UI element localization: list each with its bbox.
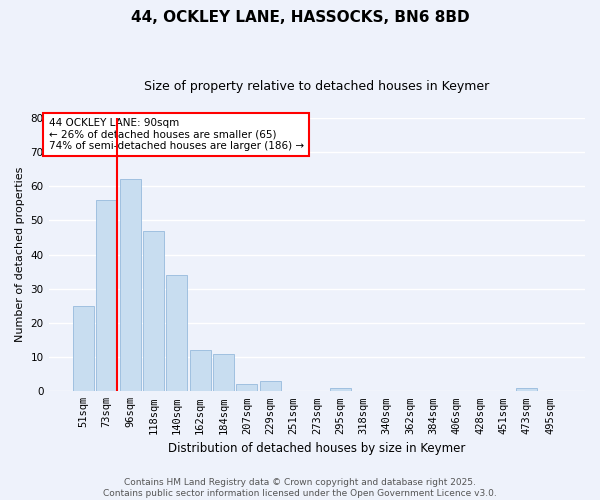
- Bar: [119, 180, 140, 392]
- Bar: [190, 350, 211, 392]
- X-axis label: Distribution of detached houses by size in Keymer: Distribution of detached houses by size …: [168, 442, 466, 455]
- Bar: [329, 388, 350, 392]
- Bar: [73, 306, 94, 392]
- Bar: [143, 230, 164, 392]
- Bar: [96, 200, 117, 392]
- Bar: [213, 354, 234, 392]
- Text: 44 OCKLEY LANE: 90sqm
← 26% of detached houses are smaller (65)
74% of semi-deta: 44 OCKLEY LANE: 90sqm ← 26% of detached …: [49, 118, 304, 151]
- Y-axis label: Number of detached properties: Number of detached properties: [15, 167, 25, 342]
- Bar: [236, 384, 257, 392]
- Bar: [166, 275, 187, 392]
- Title: Size of property relative to detached houses in Keymer: Size of property relative to detached ho…: [144, 80, 490, 93]
- Text: 44, OCKLEY LANE, HASSOCKS, BN6 8BD: 44, OCKLEY LANE, HASSOCKS, BN6 8BD: [131, 10, 469, 25]
- Bar: [516, 388, 537, 392]
- Bar: [260, 381, 281, 392]
- Text: Contains HM Land Registry data © Crown copyright and database right 2025.
Contai: Contains HM Land Registry data © Crown c…: [103, 478, 497, 498]
